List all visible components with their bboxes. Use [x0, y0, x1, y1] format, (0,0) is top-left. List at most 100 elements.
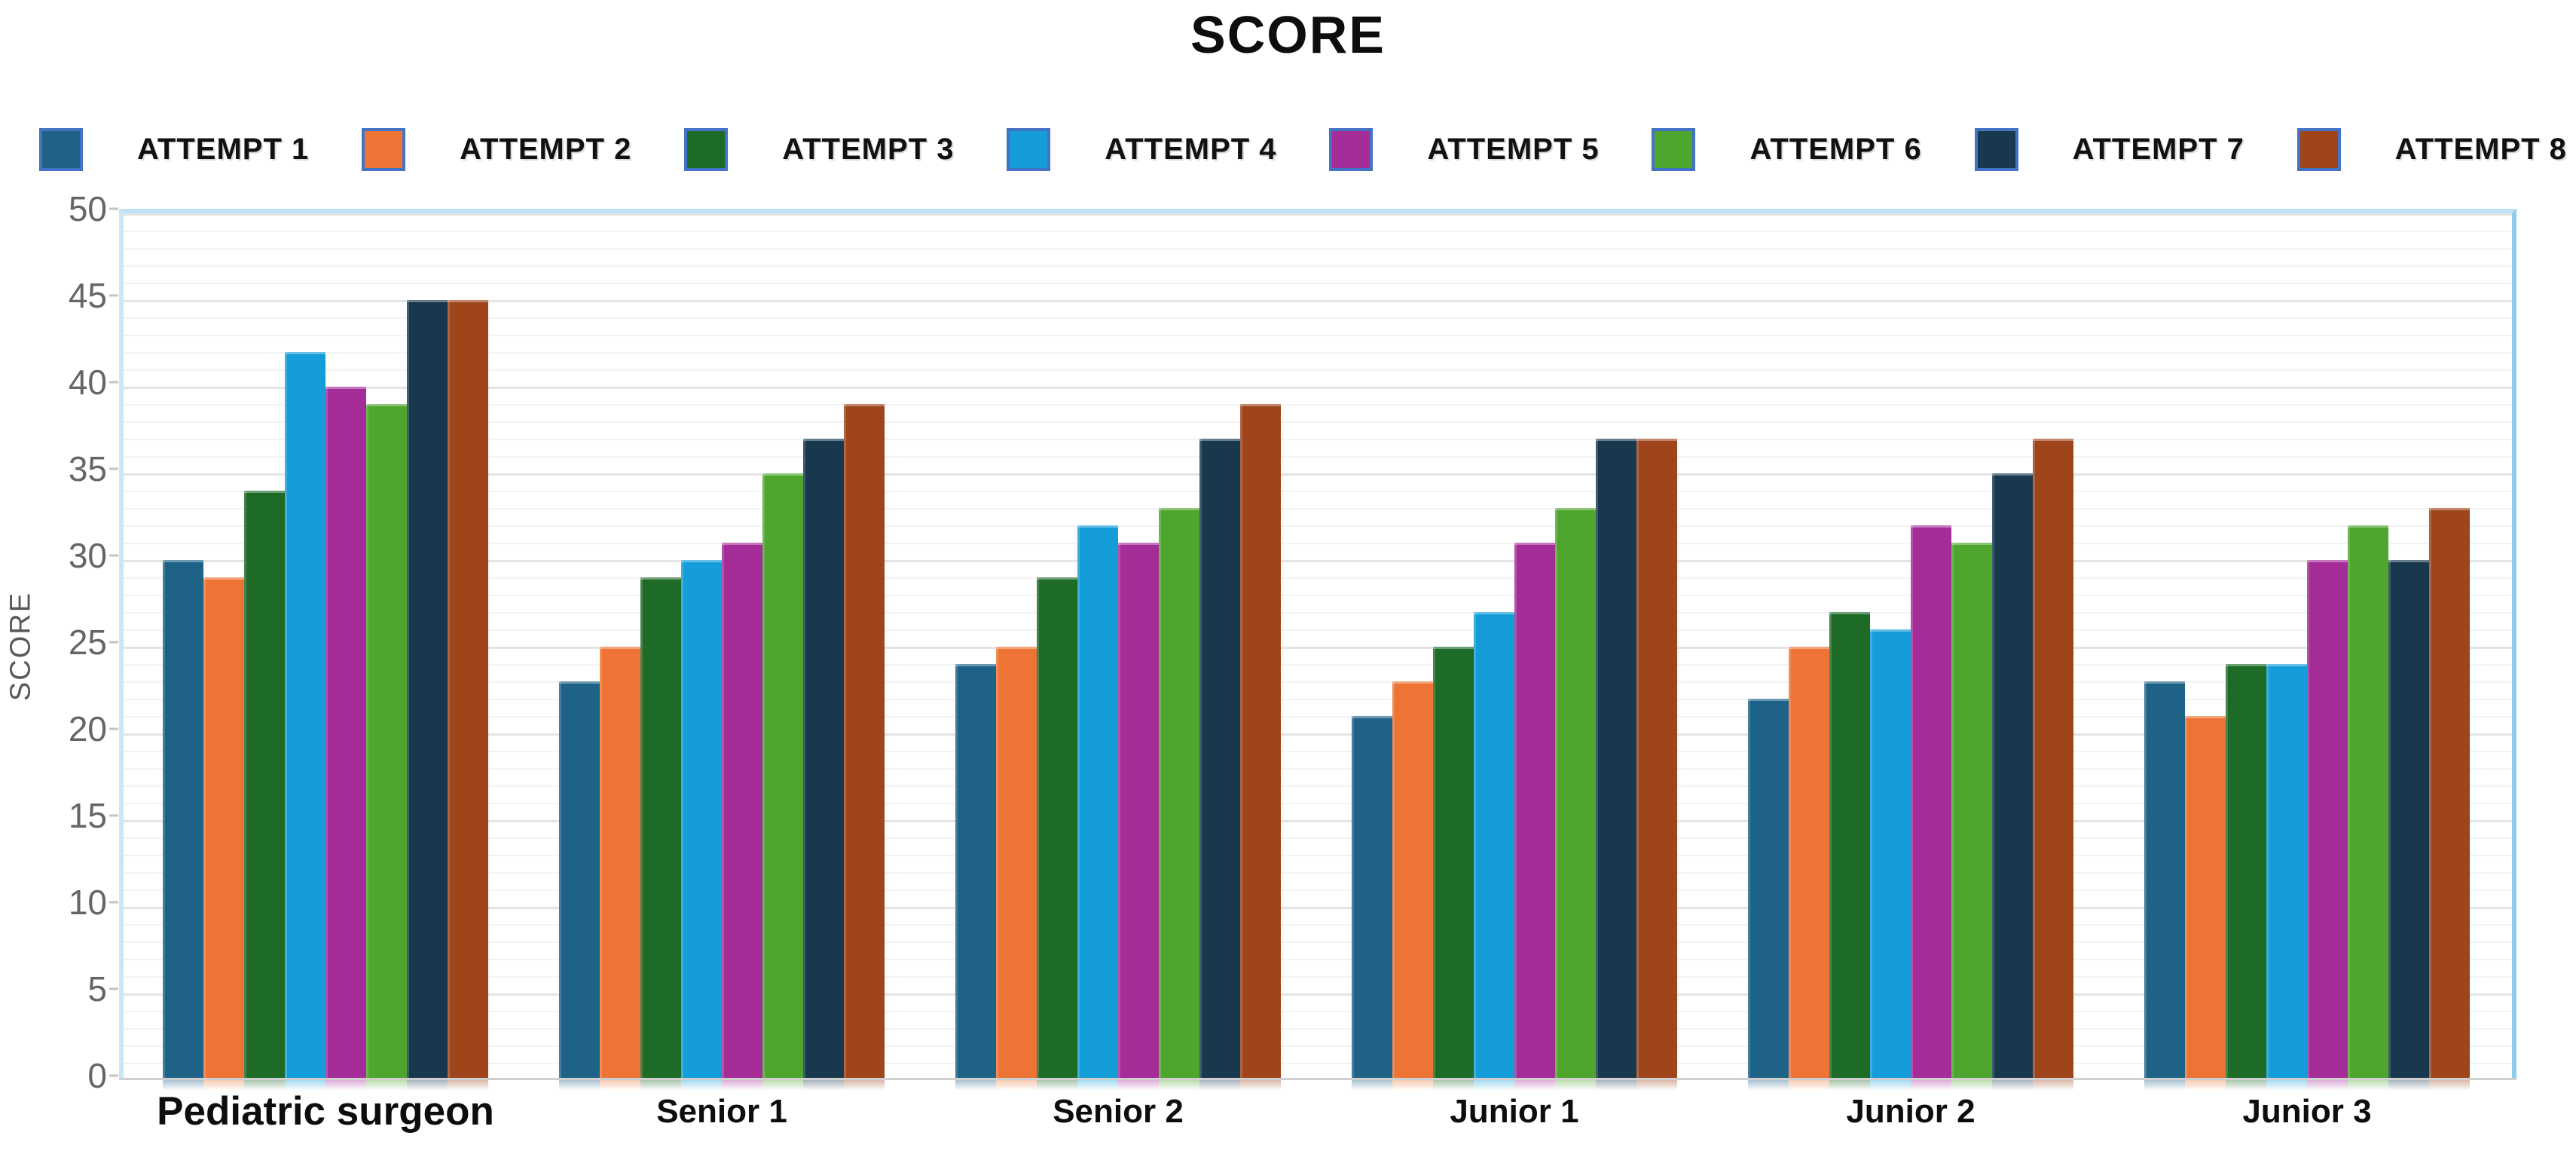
bar-reflection	[1596, 1080, 1636, 1091]
category-label: Pediatric surgeon	[157, 1089, 494, 1134]
bar-reflection	[1159, 1080, 1199, 1091]
bar-reflection	[1870, 1080, 1911, 1091]
bar-reflection	[1748, 1080, 1789, 1091]
bar-reflection	[1077, 1080, 1118, 1091]
bar	[366, 404, 407, 1080]
y-tick-mark	[109, 294, 118, 297]
legend-label: ATTEMPT 2	[460, 132, 632, 166]
bar	[1433, 647, 1474, 1080]
bar	[1474, 612, 1514, 1080]
bar-reflection	[203, 1080, 244, 1091]
bar-reflection	[1555, 1080, 1596, 1091]
bar-reflection	[1911, 1080, 1951, 1091]
bar	[1077, 525, 1118, 1080]
bar	[600, 647, 640, 1080]
y-tick-mark	[109, 207, 118, 210]
bar	[2144, 681, 2185, 1080]
bar-reflection	[2307, 1080, 2348, 1091]
bar	[1789, 647, 1829, 1080]
bar	[2429, 508, 2470, 1080]
bar	[1748, 699, 1789, 1080]
legend-label: ATTEMPT 6	[1749, 132, 1922, 166]
legend-item: ATTEMPT 5	[1329, 127, 1600, 171]
legend-item: ATTEMPT 6	[1652, 127, 1922, 171]
legend-item: ATTEMPT 2	[362, 127, 632, 171]
bar	[1596, 439, 1636, 1080]
plot-area	[119, 209, 2516, 1080]
bar-reflection	[722, 1080, 762, 1091]
bar-reflection	[407, 1080, 448, 1091]
bar	[1636, 439, 1677, 1080]
legend-item: ATTEMPT 8	[2296, 127, 2567, 171]
y-tick-label: 50	[68, 189, 107, 228]
bar	[285, 352, 325, 1080]
bar	[2266, 664, 2307, 1080]
bar-group	[1748, 213, 2073, 1080]
bar-reflection	[803, 1080, 844, 1091]
bar-reflection	[2144, 1080, 2185, 1091]
bar-group	[955, 213, 1281, 1080]
y-tick-mark	[109, 987, 118, 990]
y-tick-mark	[109, 381, 118, 384]
bar-reflection	[285, 1080, 325, 1091]
y-tick-mark	[109, 467, 118, 470]
legend-swatch-icon	[1007, 127, 1051, 171]
legend-label: ATTEMPT 8	[2394, 132, 2567, 166]
bar	[640, 577, 681, 1080]
bar	[681, 560, 722, 1080]
bar-reflection	[1240, 1080, 1281, 1091]
bar-group-reflection	[559, 1080, 885, 1091]
bar-group	[1352, 213, 1677, 1080]
bar	[1555, 508, 1596, 1080]
bar-reflection	[2033, 1080, 2073, 1091]
y-tick-label: 30	[68, 536, 107, 575]
legend-label: ATTEMPT 7	[2072, 132, 2244, 166]
bar	[2348, 525, 2388, 1080]
y-tick-label: 25	[68, 623, 107, 662]
legend-label: ATTEMPT 5	[1427, 132, 1600, 166]
bar-group	[163, 213, 488, 1080]
y-tick-label: 10	[68, 883, 107, 922]
bar	[1118, 543, 1159, 1080]
y-tick-label: 15	[68, 796, 107, 835]
bar	[996, 647, 1037, 1080]
y-tick-mark	[109, 727, 118, 730]
bar	[559, 681, 600, 1080]
bar-reflection	[996, 1080, 1037, 1091]
bar	[1240, 404, 1281, 1080]
bar	[1352, 716, 1392, 1080]
bar-reflection	[1474, 1080, 1514, 1091]
bar-reflection	[1352, 1080, 1392, 1091]
bar-group-reflection	[2144, 1080, 2470, 1091]
bar	[1037, 577, 1077, 1080]
bar-reflection	[448, 1080, 488, 1091]
bar-reflection	[559, 1080, 600, 1091]
bar	[2185, 716, 2226, 1080]
bar-reflection	[366, 1080, 407, 1091]
bar	[325, 387, 366, 1080]
legend-swatch-icon	[1974, 127, 2018, 171]
bar	[1199, 439, 1240, 1080]
bar-group-reflection	[163, 1080, 488, 1091]
y-tick-label: 0	[87, 1056, 107, 1095]
bar-reflection	[1789, 1080, 1829, 1091]
y-tick-mark	[109, 1074, 118, 1077]
legend-swatch-icon	[1329, 127, 1374, 171]
bar-reflection	[1118, 1080, 1159, 1091]
x-axis-line	[119, 1078, 2516, 1080]
legend-swatch-icon	[362, 127, 406, 171]
bar-reflection	[2226, 1080, 2266, 1091]
y-tick-label: 35	[68, 449, 107, 488]
bar-reflection	[844, 1080, 885, 1091]
bar-reflection	[1992, 1080, 2033, 1091]
bar-reflection	[163, 1080, 203, 1091]
y-tick-mark	[109, 814, 118, 817]
bar-reflection	[2266, 1080, 2307, 1091]
bar-group	[559, 213, 885, 1080]
y-tick-label: 45	[68, 276, 107, 315]
bar	[844, 404, 885, 1080]
legend-swatch-icon	[1652, 127, 1696, 171]
bar-reflection	[1951, 1080, 1992, 1091]
bar-reflection	[1829, 1080, 1870, 1091]
